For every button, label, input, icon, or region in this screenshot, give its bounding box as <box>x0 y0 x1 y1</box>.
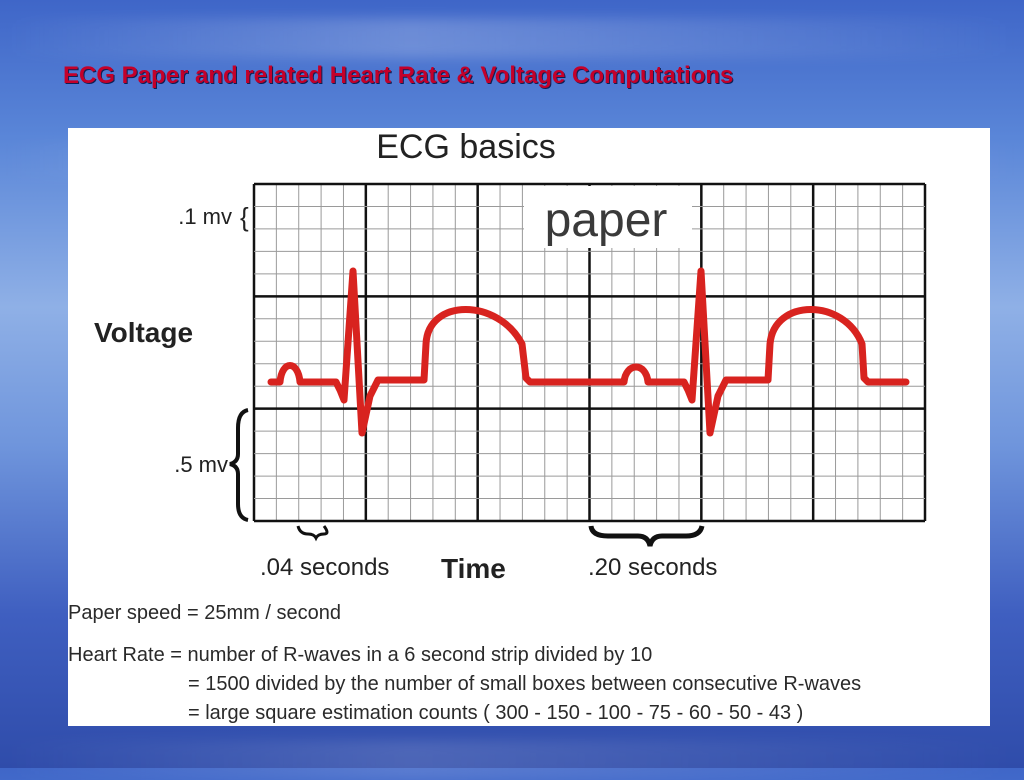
ecg-figure-panel: ECG basics paper .1 mv { Voltage .5 mv .… <box>68 128 990 726</box>
large-box-voltage-brace <box>229 408 249 522</box>
large-box-voltage-label: .5 mv <box>174 452 228 477</box>
paper-label-background <box>524 186 692 248</box>
figure-heading: ECG basics <box>376 128 556 166</box>
paper-label: paper <box>545 194 668 247</box>
small-box-time-brace <box>296 525 329 542</box>
paper-speed-note: Paper speed = 25mm / second <box>68 602 341 624</box>
slide-title: ECG Paper and related Heart Rate & Volta… <box>63 62 734 89</box>
large-box-time-label: .20 seconds <box>588 554 717 581</box>
large-box-time-brace <box>588 525 705 547</box>
time-label: Time <box>441 553 506 584</box>
heart-rate-note-1: Heart Rate = number of R-waves in a 6 se… <box>68 644 653 666</box>
small-box-time-label: .04 seconds <box>260 554 389 581</box>
voltage-label: Voltage <box>94 317 193 348</box>
ecg-trace <box>267 267 910 437</box>
small-box-voltage-label: .1 mv <box>178 204 232 229</box>
heart-rate-note-3: = large square estimation counts ( 300 -… <box>188 702 804 724</box>
ecg-paper-diagram: ECG basics paper .1 mv { Voltage .5 mv .… <box>94 128 927 584</box>
small-box-brace: { <box>240 202 249 232</box>
heart-rate-note-2: = 1500 divided by the number of small bo… <box>188 673 862 695</box>
